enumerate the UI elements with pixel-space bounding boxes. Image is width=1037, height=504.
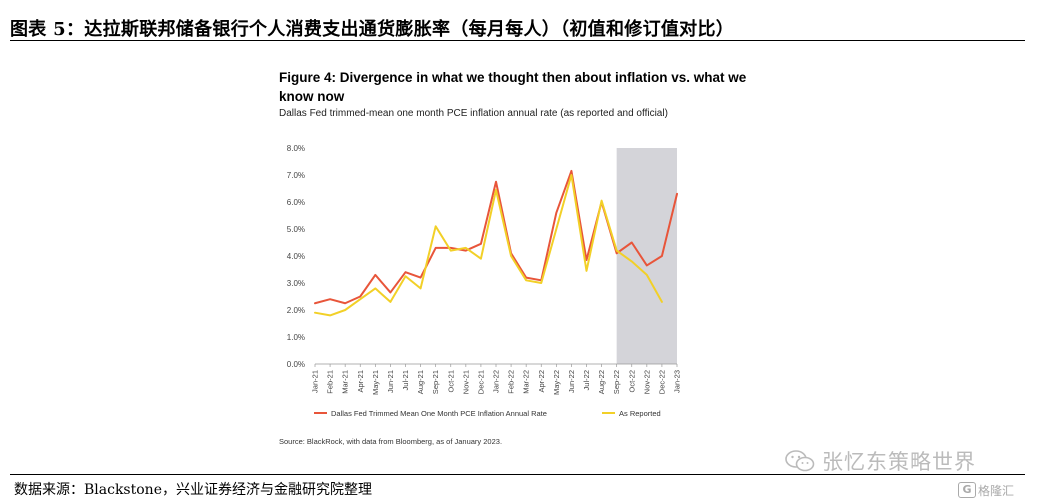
x-tick-label: Jan-22 — [492, 370, 501, 393]
x-tick-label: Jan-21 — [311, 370, 320, 393]
footer-source: 数据来源：Blackstone，兴业证券经济与金融研究院整理 — [14, 482, 372, 498]
x-tick-label: Apr-22 — [537, 370, 546, 393]
badge-logo-icon: G — [958, 482, 976, 498]
chart-subtitle: Dallas Fed trimmed-mean one month PCE in… — [279, 108, 668, 119]
footer-rule — [10, 474, 1025, 475]
y-tick-label: 6.0% — [287, 198, 305, 207]
x-tick-label: Oct-22 — [627, 370, 636, 393]
x-tick-label: Oct-21 — [446, 370, 455, 393]
x-tick-label: Sep-21 — [431, 370, 440, 394]
x-tick-label: Apr-21 — [356, 370, 365, 393]
watermark-text: 张忆东策略世界 — [822, 450, 976, 474]
figure-title: 图表 5：达拉斯联邦储备银行个人消费支出通货膨胀率（每月每人）（初值和修订值对比… — [10, 19, 735, 40]
header: 图表 5：达拉斯联邦储备银行个人消费支出通货膨胀率（每月每人）（初值和修订值对比… — [10, 8, 1025, 41]
x-tick-label: Sep-22 — [612, 370, 621, 394]
x-tick-label: May-22 — [552, 370, 561, 395]
y-tick-label: 4.0% — [287, 252, 305, 261]
x-tick-label: Jun-22 — [567, 370, 576, 393]
y-tick-label: 3.0% — [287, 279, 305, 288]
x-tick-label: Jan-23 — [673, 370, 682, 393]
x-tick-label: Aug-21 — [416, 370, 425, 394]
badge-text: 格隆汇 — [978, 483, 1015, 498]
x-tick-label: May-21 — [371, 370, 380, 395]
series-line-as-reported — [314, 174, 663, 317]
x-tick-label: Jun-21 — [386, 370, 395, 393]
shaded-region — [616, 148, 677, 364]
y-tick-label: 2.0% — [287, 306, 305, 315]
y-tick-label: 8.0% — [287, 144, 305, 153]
series-line-official — [314, 169, 678, 305]
x-tick-label: Jul-21 — [401, 370, 410, 390]
chart-title: Figure 4: Divergence in what we thought … — [279, 70, 747, 104]
watermark: 张忆东策略世界 — [784, 446, 976, 476]
source-badge: G 格隆汇 — [958, 480, 1014, 500]
x-tick-label: Nov-21 — [461, 370, 470, 394]
x-tick-label: Nov-22 — [642, 370, 651, 394]
y-tick-label: 5.0% — [287, 225, 305, 234]
x-tick-label: Feb-22 — [507, 370, 516, 394]
x-tick-label: Mar-21 — [341, 370, 350, 394]
y-tick-label: 7.0% — [287, 171, 305, 180]
x-tick-label: Mar-22 — [522, 370, 531, 394]
chart-source-note: Source: BlackRock, with data from Bloomb… — [279, 437, 503, 446]
legend-label: As Reported — [619, 409, 661, 418]
x-tick-label: Dec-22 — [657, 370, 666, 394]
x-tick-label: Dec-21 — [476, 370, 485, 394]
y-tick-label: 1.0% — [287, 333, 305, 342]
wechat-icon — [785, 450, 815, 472]
legend-label: Dallas Fed Trimmed Mean One Month PCE In… — [331, 409, 547, 418]
y-tick-label: 0.0% — [287, 360, 305, 369]
x-tick-label: Jul-22 — [582, 370, 591, 390]
x-tick-label: Feb-21 — [326, 370, 335, 394]
x-tick-label: Aug-22 — [597, 370, 606, 394]
